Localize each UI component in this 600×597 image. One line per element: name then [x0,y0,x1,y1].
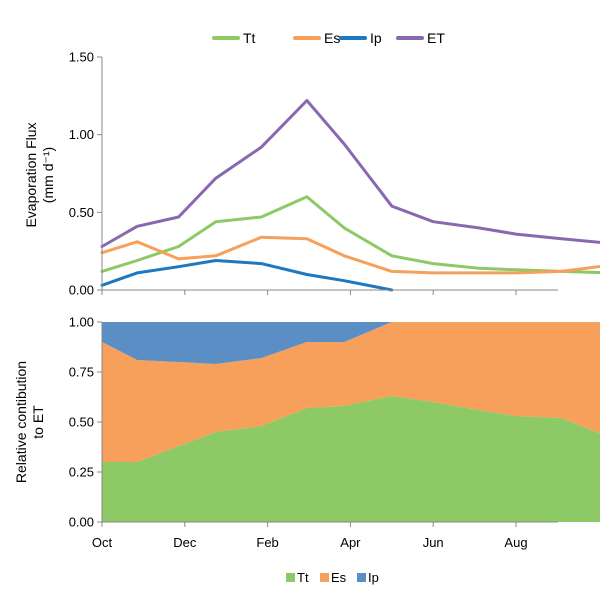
contribution-area-es [102,322,600,462]
contribution-x-tick-label: Aug [504,535,527,550]
contribution-x-tick-label: Dec [173,535,197,550]
flux-line-tt [100,195,600,275]
contribution-y-tick-label: 0.00 [69,515,94,530]
legend-swatch-tt [286,573,295,582]
legend-swatch-es [320,573,329,582]
legend-label-ip: Ip [370,30,382,46]
contribution-area-ip [102,322,600,364]
contribution-y-tick-label: 0.75 [69,365,94,380]
bottom-legend: Tt Es Ip [286,570,379,585]
flux-y-tick-label: 1.50 [69,50,94,65]
legend-swatch-label-ip: Ip [368,570,379,585]
flux-y-tick-label: 1.00 [69,127,94,142]
contribution-axes: 0.00 0.25 0.50 0.75 1.00 Oct Dec Feb Apr Jun Aug [69,315,558,550]
flux-y-tick-label: 0.50 [69,205,94,220]
legend-swatch-label-es: Es [331,570,347,585]
contribution-y-axis-label-line2: to ET [30,405,46,439]
contribution-area-tt [102,396,600,522]
legend-label-et: ET [427,30,445,46]
legend-swatch-ip [357,573,366,582]
flux-axes: 0.00 0.50 1.00 1.50 [69,50,558,298]
relative-contribution-area-chart: 0.00 0.25 0.50 0.75 1.00 Oct Dec Feb Apr Jun Aug R… [13,315,600,550]
contribution-y-tick-label: 0.50 [69,415,94,430]
legend-label-tt: Tt [243,30,256,46]
contribution-x-tick-label: Jun [423,535,444,550]
contribution-series-group [102,322,600,522]
flux-line-et [100,99,600,248]
flux-y-axis-label: Evaporation Flux [23,122,39,227]
flux-line-chart: 0.00 0.50 1.00 1.50 Evaporation Flux (mm d⁻… [23,50,600,298]
contribution-x-tick-label: Apr [340,535,361,550]
contribution-x-tick-label: Feb [256,535,278,550]
flux-y-axis-unit: (mm d⁻¹) [40,147,56,203]
contribution-x-tick-label: Oct [92,535,113,550]
legend-label-es: Es [324,30,340,46]
contribution-y-axis-label: Relative contibution [13,361,29,483]
top-legend: Tt Es Ip ET [212,30,445,46]
flux-line-ip [100,259,394,292]
flux-series-group [100,99,600,292]
contribution-y-tick-label: 1.00 [69,315,94,330]
contribution-y-tick-label: 0.25 [69,465,94,480]
legend-swatch-label-tt: Tt [297,570,309,585]
flux-y-tick-label: 0.00 [69,283,94,298]
flux-line-es [100,235,600,275]
